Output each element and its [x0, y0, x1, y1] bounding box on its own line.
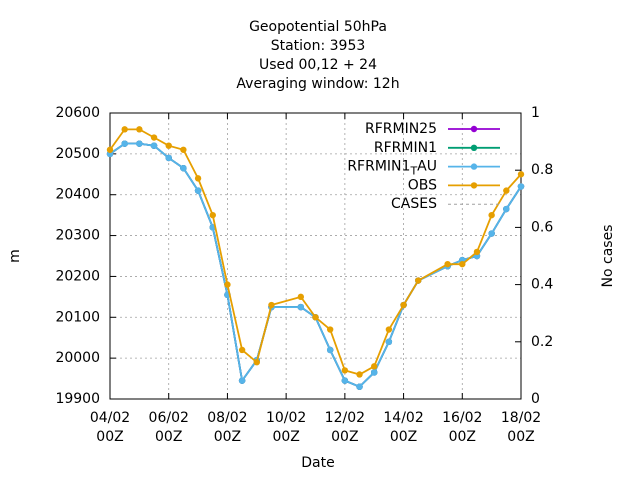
y-tick-label: 20100: [55, 309, 100, 325]
legend-marker: [470, 125, 478, 133]
legend-label: OBS: [408, 177, 437, 193]
data-point: [326, 346, 334, 354]
data-point: [385, 326, 393, 333]
data-point: [121, 126, 128, 133]
y2-tick-label: 0.4: [531, 277, 553, 293]
x-tick-label: 16/02: [442, 410, 482, 426]
plot-border: [109, 112, 522, 400]
data-point: [415, 277, 422, 284]
y-axis-label: m: [7, 249, 23, 263]
data-point: [180, 164, 187, 172]
data-point: [503, 187, 510, 194]
legend-label: RFRMIN1TAU: [347, 159, 437, 178]
data-point: [297, 293, 305, 301]
chart-title: Used 00,12 + 24: [259, 57, 377, 73]
data-point: [488, 211, 495, 219]
data-point: [459, 260, 466, 268]
data-point: [180, 146, 187, 153]
chart-title: Station: 3953: [271, 38, 366, 54]
data-point: [517, 171, 525, 178]
data-point: [194, 187, 202, 194]
data-point: [297, 303, 305, 311]
data-point: [312, 314, 319, 321]
legend-marker: [470, 182, 478, 189]
y-tick-label: 20500: [55, 146, 100, 162]
data-point: [150, 142, 158, 149]
x-tick-label: 04/02: [90, 410, 130, 426]
data-point: [326, 326, 334, 333]
x-tick-label: 08/02: [207, 410, 247, 426]
y2-tick-label: 0.2: [531, 334, 553, 350]
data-point: [503, 205, 510, 213]
data-point: [268, 301, 275, 309]
y-tick-label: 19900: [55, 391, 100, 407]
y-tick-label: 20400: [55, 187, 100, 203]
data-point: [165, 154, 172, 162]
data-point: [371, 369, 378, 376]
y2-tick-label: 1: [531, 105, 540, 121]
legend-label: RFRMIN25: [365, 121, 437, 137]
data-point: [341, 367, 349, 374]
data-point: [136, 140, 143, 147]
y2-axis-label: No cases: [600, 225, 616, 288]
x-axis-label: Date: [301, 455, 334, 471]
legend-marker: [470, 163, 478, 170]
y-tick-label: 20300: [55, 228, 100, 244]
x-tick-label: 00Z: [449, 429, 476, 445]
data-point: [356, 383, 363, 390]
x-tick-label: 00Z: [214, 429, 241, 445]
x-tick-label: 12/02: [325, 410, 365, 426]
data-point: [371, 363, 378, 370]
data-point: [136, 126, 143, 133]
data-point: [253, 359, 260, 366]
legend-label: RFRMIN1: [374, 140, 437, 156]
data-point: [106, 146, 114, 153]
data-point: [473, 248, 481, 256]
data-point: [165, 142, 172, 149]
data-point: [444, 260, 451, 268]
data-point: [150, 134, 158, 141]
data-point: [194, 175, 202, 182]
x-tick-label: 00Z: [155, 429, 182, 445]
data-point: [341, 377, 349, 384]
data-point: [517, 183, 525, 190]
legend-label: CASES: [391, 196, 437, 212]
data-point: [385, 338, 393, 345]
data-point: [356, 371, 363, 378]
data-point: [400, 301, 407, 309]
y-tick-label: 20000: [55, 350, 100, 366]
data-point: [224, 281, 231, 288]
y2-tick-label: 0.8: [531, 162, 553, 178]
data-point: [209, 211, 216, 219]
x-tick-label: 00Z: [96, 429, 123, 445]
x-tick-label: 00Z: [507, 429, 534, 445]
y2-tick-label: 0.6: [531, 219, 553, 235]
x-tick-label: 06/02: [149, 410, 189, 426]
x-tick-label: 00Z: [272, 429, 299, 445]
data-point: [238, 346, 246, 354]
chart-title: Geopotential 50hPa: [249, 19, 387, 35]
x-tick-label: 18/02: [501, 410, 541, 426]
y-tick-label: 20200: [55, 268, 100, 284]
x-tick-label: 10/02: [266, 410, 306, 426]
data-point: [121, 140, 128, 147]
y-tick-label: 20600: [55, 105, 100, 121]
data-point: [238, 377, 246, 384]
x-tick-label: 00Z: [331, 429, 358, 445]
data-point: [488, 230, 495, 237]
x-tick-label: 00Z: [390, 429, 417, 445]
legend-marker: [470, 144, 478, 151]
y2-tick-label: 0: [531, 391, 540, 407]
chart-title: Averaging window: 12h: [236, 76, 399, 92]
x-tick-label: 14/02: [383, 410, 423, 426]
